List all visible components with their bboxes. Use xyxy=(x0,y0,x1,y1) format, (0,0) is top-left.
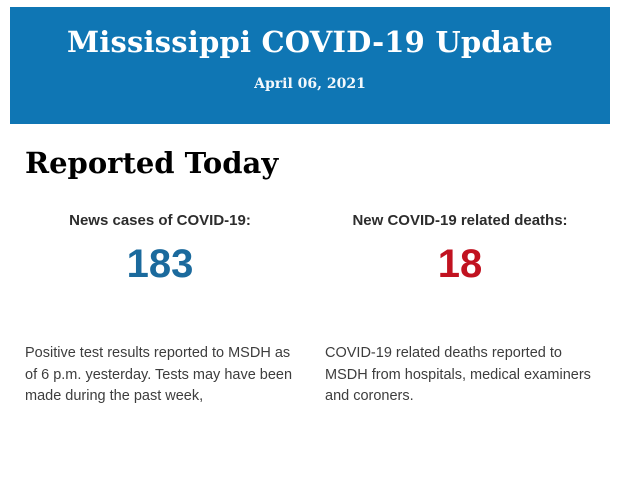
new-deaths-label: New COVID-19 related deaths: xyxy=(352,212,568,229)
stat-card-new-cases: News cases of COVID-19: 183 Positive tes… xyxy=(25,212,295,408)
description-line: Positive test results reported to MSDH a… xyxy=(25,345,291,361)
header-banner: Mississippi COVID-19 Update April 06, 20… xyxy=(10,7,610,124)
report-date: April 06, 2021 xyxy=(254,76,366,92)
new-cases-value: 183 xyxy=(126,242,194,286)
new-cases-description: Positive test results reported to MSDH a… xyxy=(25,343,295,408)
main-content: Reported Today News cases of COVID-19: 1… xyxy=(0,145,620,408)
stat-card-new-deaths: New COVID-19 related deaths: 18 COVID-19… xyxy=(325,212,595,408)
page-title: Mississippi COVID-19 Update xyxy=(66,25,554,59)
description-line: MSDH from hospitals, medical examiners xyxy=(325,366,591,383)
new-cases-label: News cases of COVID-19: xyxy=(69,212,251,229)
stats-columns: News cases of COVID-19: 183 Positive tes… xyxy=(25,212,595,408)
new-deaths-value: 18 xyxy=(437,242,483,286)
description-line: and coroners. xyxy=(325,388,414,404)
description-line: made during the past week, xyxy=(25,388,204,404)
description-line: COVID-19 related deaths reported to xyxy=(325,345,562,361)
section-heading: Reported Today xyxy=(25,146,279,180)
new-deaths-description: COVID-19 related deaths reported to MSDH… xyxy=(325,343,595,408)
description-line: of 6 p.m. yesterday. Tests may have been xyxy=(25,366,293,383)
